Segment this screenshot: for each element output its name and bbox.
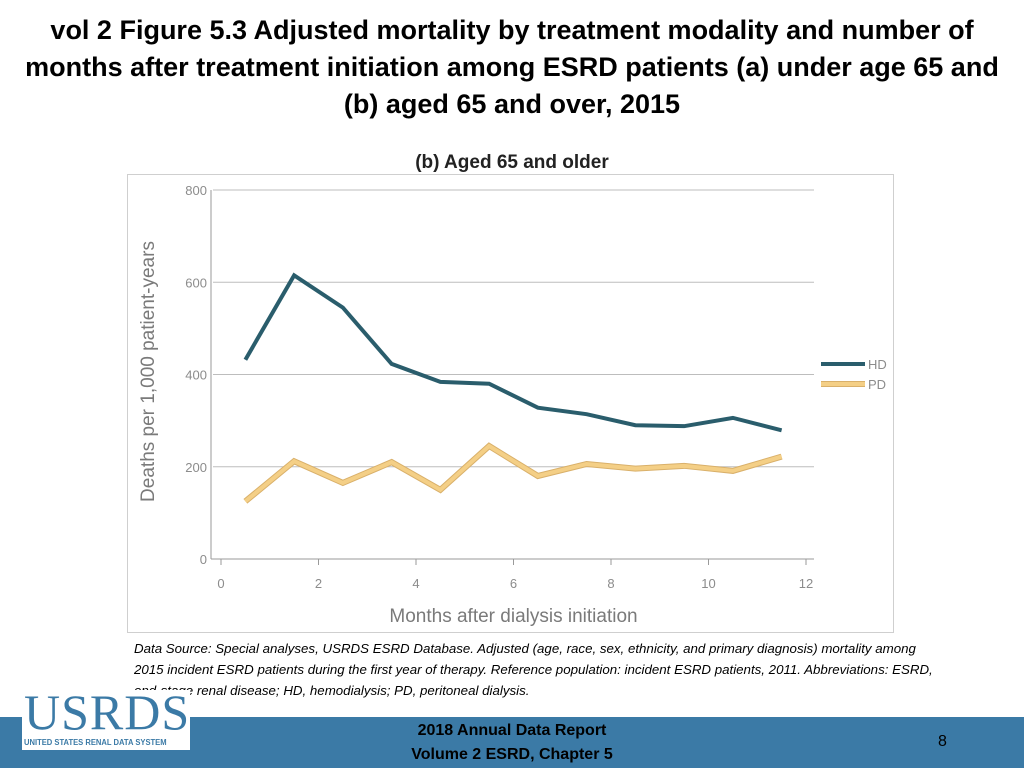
legend-label-hd: HD [868,357,887,372]
y-tick-label: 400 [185,368,207,383]
data-source-notes: Data Source: Special analyses, USRDS ESR… [134,641,933,698]
x-tick-label: 8 [607,576,614,591]
x-tick-label: 6 [510,576,517,591]
logo-subtitle: UNITED STATES RENAL DATA SYSTEM [24,738,167,747]
chart-frame [127,174,894,633]
y-tick-label: 0 [200,552,207,567]
x-tick-label: 4 [412,576,419,591]
x-tick-label: 12 [799,576,813,591]
x-axis-title: Months after dialysis initiation [389,606,637,627]
y-tick-label: 200 [185,460,207,475]
x-tick-label: 0 [217,576,224,591]
x-tick-label: 2 [315,576,322,591]
slide-title: vol 2 Figure 5.3 Adjusted mortality by t… [25,15,999,119]
series-line-hd [243,272,783,433]
page-number: 8 [938,733,947,750]
footer-volume-chapter: Volume 2 ESRD, Chapter 5 [411,746,613,763]
legend-label-pd: PD [868,377,886,392]
logo-wordmark: USRDS [24,684,191,740]
usrds-logo: USRDS UNITED STATES RENAL DATA SYSTEM [22,684,190,750]
footer-text: 2018 Annual Data Report Volume 2 ESRD, C… [0,719,1024,767]
chart-title: (b) Aged 65 and older [415,152,609,173]
y-axis-title: Deaths per 1,000 patient-years [138,241,159,502]
x-tick-label: 10 [701,576,715,591]
y-tick-label: 600 [185,275,207,290]
footer-report-title: 2018 Annual Data Report [417,722,607,739]
series-line-pd [244,443,783,503]
y-tick-label: 800 [185,183,207,198]
